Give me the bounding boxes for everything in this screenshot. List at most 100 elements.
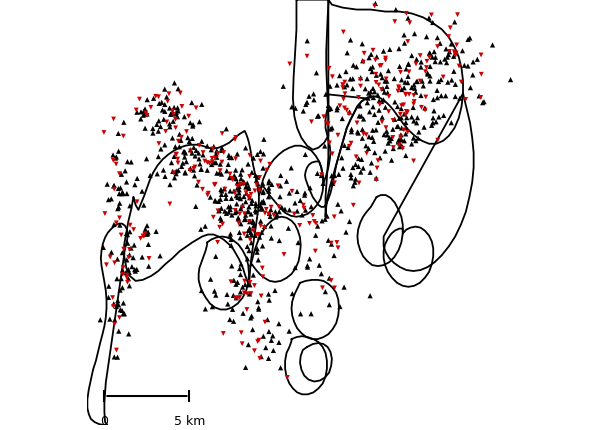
- Point: [124, 254, 134, 261]
- Point: [247, 200, 256, 207]
- Point: [271, 209, 280, 216]
- Point: [118, 267, 127, 274]
- Point: [166, 111, 176, 118]
- Point: [172, 151, 181, 158]
- Point: [389, 76, 399, 83]
- Point: [211, 292, 221, 299]
- Point: [236, 289, 245, 296]
- Point: [409, 82, 419, 89]
- Point: [460, 63, 469, 70]
- Point: [122, 179, 131, 186]
- Point: [181, 170, 190, 177]
- Point: [432, 88, 442, 95]
- Point: [341, 69, 351, 76]
- Point: [119, 310, 129, 317]
- Point: [109, 116, 118, 123]
- Point: [194, 179, 203, 186]
- Point: [422, 34, 431, 41]
- Point: [382, 84, 392, 91]
- Point: [401, 92, 410, 98]
- Point: [365, 93, 375, 100]
- Point: [217, 217, 226, 224]
- Point: [175, 132, 184, 138]
- Point: [242, 180, 252, 187]
- Point: [378, 86, 388, 93]
- Point: [368, 64, 377, 71]
- Point: [332, 83, 342, 89]
- Point: [245, 237, 255, 243]
- Point: [380, 78, 390, 85]
- Point: [416, 64, 426, 71]
- Point: [305, 221, 314, 227]
- Point: [251, 178, 261, 184]
- Point: [242, 256, 252, 263]
- Point: [241, 212, 250, 219]
- Point: [292, 189, 302, 196]
- Point: [270, 287, 280, 294]
- Point: [370, 112, 379, 119]
- Point: [241, 216, 250, 223]
- Point: [395, 140, 404, 147]
- Point: [342, 108, 352, 114]
- Point: [317, 218, 327, 225]
- Point: [403, 110, 412, 117]
- Point: [302, 54, 312, 61]
- Point: [394, 116, 404, 123]
- Point: [197, 101, 206, 108]
- Point: [212, 170, 221, 177]
- Point: [211, 151, 221, 158]
- Point: [476, 95, 485, 101]
- Point: [235, 295, 244, 301]
- Point: [396, 70, 406, 77]
- Point: [241, 199, 251, 206]
- Point: [273, 183, 283, 190]
- Point: [409, 93, 419, 100]
- Point: [371, 80, 381, 86]
- Point: [329, 285, 339, 292]
- Point: [252, 182, 262, 189]
- Point: [441, 93, 451, 100]
- Point: [309, 91, 319, 98]
- Point: [224, 209, 233, 216]
- Point: [266, 235, 276, 242]
- Point: [446, 120, 456, 127]
- Point: [116, 185, 125, 192]
- Point: [422, 65, 431, 72]
- Point: [175, 144, 184, 151]
- Point: [241, 364, 250, 371]
- Point: [110, 321, 119, 328]
- Point: [121, 270, 131, 276]
- Point: [119, 120, 128, 126]
- Point: [389, 146, 398, 153]
- Point: [206, 276, 215, 283]
- Point: [113, 298, 122, 304]
- Point: [358, 165, 368, 172]
- Point: [255, 234, 265, 241]
- Point: [242, 184, 251, 190]
- Point: [226, 237, 236, 243]
- Point: [275, 194, 285, 201]
- Point: [401, 153, 410, 160]
- Point: [428, 115, 438, 122]
- Point: [401, 120, 410, 127]
- Point: [130, 242, 139, 249]
- Point: [166, 111, 175, 118]
- Point: [229, 173, 239, 180]
- Point: [253, 174, 263, 181]
- Point: [140, 106, 150, 113]
- Point: [236, 182, 245, 189]
- Point: [241, 190, 251, 197]
- Point: [446, 41, 456, 48]
- Point: [346, 37, 355, 44]
- Point: [290, 105, 300, 112]
- Point: [324, 107, 334, 114]
- Point: [380, 148, 390, 155]
- Point: [191, 203, 200, 210]
- Point: [340, 84, 349, 91]
- Point: [264, 291, 274, 298]
- Point: [337, 155, 346, 162]
- Point: [262, 167, 272, 174]
- Point: [236, 196, 245, 203]
- Point: [371, 72, 380, 79]
- Point: [383, 68, 393, 75]
